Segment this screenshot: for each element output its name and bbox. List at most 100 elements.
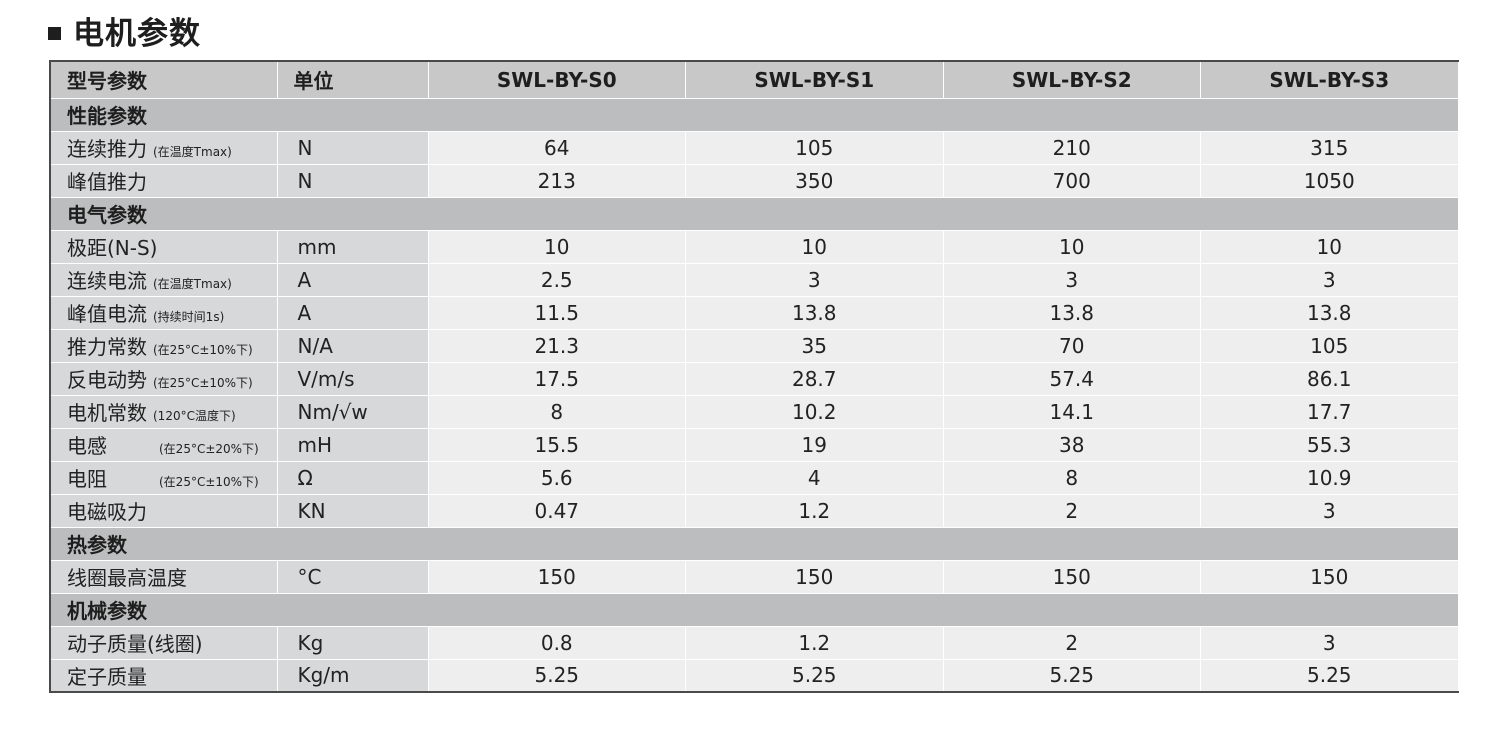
table-body: 性能参数 连续推力 (在温度Tmax) N 64 105 210 315 峰值推力 N 213 350…	[50, 97, 1459, 692]
value-cell: 21.3	[428, 328, 686, 362]
table-header-row: 型号参数 单位 SWL-BY-S0 SWL-BY-S1 SWL-BY-S2 SW…	[50, 60, 1459, 98]
value-cell: 3	[685, 262, 944, 296]
value-cell: 13.8	[943, 295, 1201, 329]
section-row: 热参数	[50, 526, 1459, 560]
param-name: 电阻	[67, 467, 107, 491]
value-cell: 1050	[1200, 163, 1459, 197]
param-name: 峰值电流	[67, 302, 147, 326]
unit-cell: Kg	[277, 625, 429, 659]
table-row: 峰值推力 N 213 350 700 1050	[50, 163, 1459, 197]
table-row: 峰值电流 (持续时间1s) A 11.5 13.8 13.8 13.8	[50, 295, 1459, 329]
motor-parameter-table: 型号参数 单位 SWL-BY-S0 SWL-BY-S1 SWL-BY-S2 SW…	[49, 60, 1459, 693]
param-note: (持续时间1s)	[153, 310, 225, 324]
value-cell: 150	[428, 559, 686, 593]
value-cell: 3	[1200, 625, 1459, 659]
unit-cell: °C	[277, 559, 429, 593]
param-note: (在温度Tmax)	[153, 277, 232, 291]
table-row: 电阻 (在25°C±10%下) Ω 5.6 4 8 10.9	[50, 460, 1459, 494]
value-cell: 213	[428, 163, 686, 197]
value-cell: 5.6	[428, 460, 686, 494]
value-cell: 10	[1200, 229, 1459, 263]
value-cell: 2	[943, 493, 1201, 527]
section-title: 性能参数	[50, 97, 1459, 131]
value-cell: 5.25	[943, 658, 1201, 692]
param-note: (在25°C±10%下)	[159, 475, 259, 489]
value-cell: 350	[685, 163, 944, 197]
header-model: SWL-BY-S3	[1200, 60, 1459, 98]
value-cell: 86.1	[1200, 361, 1459, 395]
param-name: 动子质量(线圈)	[67, 632, 203, 656]
table-row: 动子质量(线圈) Kg 0.8 1.2 2 3	[50, 625, 1459, 659]
unit-cell: V/m/s	[277, 361, 429, 395]
value-cell: 28.7	[685, 361, 944, 395]
value-cell: 210	[943, 130, 1201, 164]
value-cell: 70	[943, 328, 1201, 362]
value-cell: 105	[685, 130, 944, 164]
value-cell: 4	[685, 460, 944, 494]
square-bullet-icon	[48, 26, 61, 40]
unit-cell: mH	[277, 427, 429, 461]
section-title: 热参数	[50, 526, 1459, 560]
value-cell: 17.5	[428, 361, 686, 395]
unit-cell: N/A	[277, 328, 429, 362]
unit-cell: Kg/m	[277, 658, 429, 692]
unit-cell: mm	[277, 229, 429, 263]
table-row: 极距(N-S) mm 10 10 10 10	[50, 229, 1459, 263]
value-cell: 5.25	[685, 658, 944, 692]
value-cell: 55.3	[1200, 427, 1459, 461]
value-cell: 64	[428, 130, 686, 164]
unit-cell: Nm/√w	[277, 394, 429, 428]
table-row: 电感 (在25°C±20%下) mH 15.5 19 38 55.3	[50, 427, 1459, 461]
param-name-cell: 极距(N-S)	[50, 229, 278, 263]
value-cell: 3	[1200, 262, 1459, 296]
page-title: 电机参数	[73, 15, 201, 52]
unit-cell: A	[277, 295, 429, 329]
value-cell: 150	[1200, 559, 1459, 593]
value-cell: 1.2	[685, 625, 944, 659]
value-cell: 13.8	[685, 295, 944, 329]
value-cell: 0.8	[428, 625, 686, 659]
param-name: 电机常数	[67, 401, 147, 425]
value-cell: 2.5	[428, 262, 686, 296]
param-note: (120°C温度下)	[153, 409, 236, 423]
param-note: (在25°C±10%下)	[153, 343, 253, 357]
param-name-cell: 电机常数 (120°C温度下)	[50, 394, 278, 428]
header-model: SWL-BY-S2	[943, 60, 1201, 98]
param-name: 连续推力	[67, 137, 147, 161]
value-cell: 10.2	[685, 394, 944, 428]
param-name: 连续电流	[67, 269, 147, 293]
param-name: 电磁吸力	[67, 500, 147, 524]
param-name-cell: 连续电流 (在温度Tmax)	[50, 262, 278, 296]
value-cell: 315	[1200, 130, 1459, 164]
table-row: 电机常数 (120°C温度下) Nm/√w 8 10.2 14.1 17.7	[50, 394, 1459, 428]
value-cell: 10.9	[1200, 460, 1459, 494]
value-cell: 3	[943, 262, 1201, 296]
value-cell: 1.2	[685, 493, 944, 527]
value-cell: 11.5	[428, 295, 686, 329]
value-cell: 19	[685, 427, 944, 461]
table-row: 连续电流 (在温度Tmax) A 2.5 3 3 3	[50, 262, 1459, 296]
param-name: 电感	[67, 434, 107, 458]
param-name: 峰值推力	[67, 170, 147, 194]
value-cell: 14.1	[943, 394, 1201, 428]
value-cell: 5.25	[428, 658, 686, 692]
value-cell: 0.47	[428, 493, 686, 527]
param-name-cell: 反电动势 (在25°C±10%下)	[50, 361, 278, 395]
value-cell: 150	[943, 559, 1201, 593]
param-name-cell: 连续推力 (在温度Tmax)	[50, 130, 278, 164]
header-unit: 单位	[277, 60, 429, 98]
param-note: (在25°C±20%下)	[159, 442, 259, 456]
value-cell: 105	[1200, 328, 1459, 362]
section-title: 机械参数	[50, 592, 1459, 626]
param-name: 推力常数	[67, 335, 147, 359]
param-name-cell: 线圈最高温度	[50, 559, 278, 593]
param-name: 极距(N-S)	[67, 236, 158, 260]
value-cell: 8	[428, 394, 686, 428]
param-name-cell: 峰值推力	[50, 163, 278, 197]
table-row: 反电动势 (在25°C±10%下) V/m/s 17.5 28.7 57.4 86.1	[50, 361, 1459, 395]
value-cell: 10	[943, 229, 1201, 263]
table-row: 定子质量 Kg/m 5.25 5.25 5.25 5.25	[50, 658, 1459, 692]
value-cell: 15.5	[428, 427, 686, 461]
value-cell: 8	[943, 460, 1201, 494]
param-name: 定子质量	[67, 664, 147, 689]
